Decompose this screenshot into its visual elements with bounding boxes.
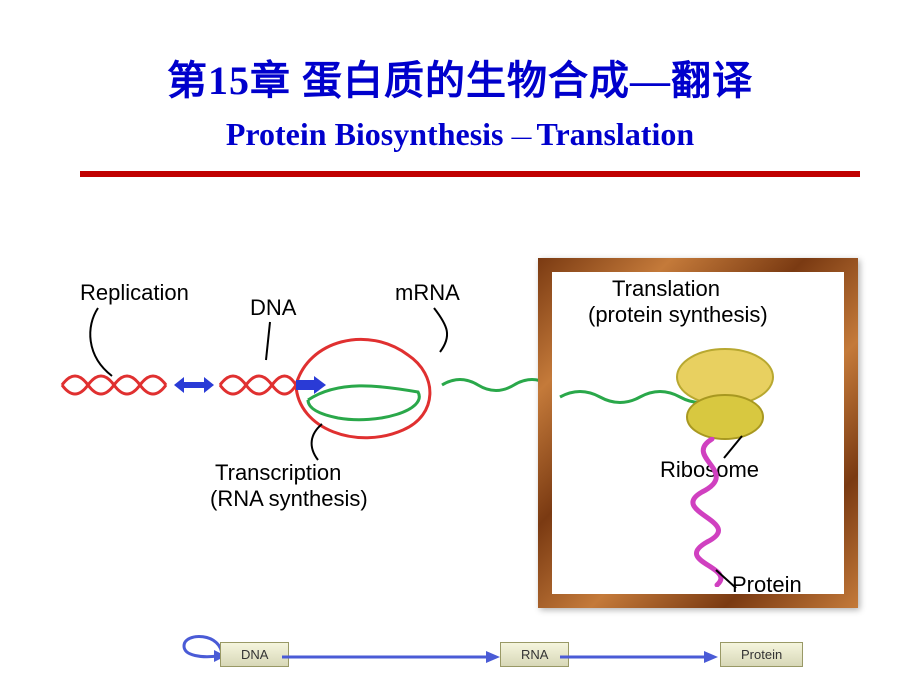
label-protein: Protein xyxy=(732,572,802,598)
dna-helix-right xyxy=(218,365,298,405)
flow-arrow-2 xyxy=(560,650,720,664)
flow-box-protein: Protein xyxy=(720,642,803,667)
label-mrna: mRNA xyxy=(395,280,460,306)
label-replication: Replication xyxy=(80,280,189,306)
horizontal-rule xyxy=(80,171,860,177)
bottom-flow: DNA RNA Protein xyxy=(80,630,840,680)
title-en-left: Protein Biosynthesis xyxy=(226,116,504,152)
title-dash: — xyxy=(512,126,537,148)
label-translation-1: Translation xyxy=(612,276,720,302)
dna-pointer xyxy=(260,320,290,370)
label-translation-2: (protein synthesis) xyxy=(588,302,768,328)
arrow-to-transcription xyxy=(296,376,326,394)
protein-chain-icon xyxy=(662,437,762,587)
protein-pointer xyxy=(712,568,742,592)
ribosome-icon xyxy=(670,347,780,442)
flow-box-dna: DNA xyxy=(220,642,289,667)
label-dna: DNA xyxy=(250,295,296,321)
flow-arrow-1 xyxy=(282,650,502,664)
title-block: 第15章 蛋白质的生物合成—翻译 Protein Biosynthesis — … xyxy=(0,0,920,153)
title-english: Protein Biosynthesis — Translation xyxy=(0,116,920,153)
transcription-pointer xyxy=(300,422,330,462)
title-chinese: 第15章 蛋白质的生物合成—翻译 xyxy=(0,48,920,106)
dna-helix-left xyxy=(60,365,170,405)
central-dogma-diagram: Replication DNA mRNA Transcription (RNA … xyxy=(0,250,920,690)
replication-arrow xyxy=(172,372,216,398)
title-en-right: Translation xyxy=(537,116,695,152)
mrna-pointer xyxy=(430,306,470,356)
label-transcription-1: Transcription xyxy=(215,460,341,486)
translation-frame: Translation (protein synthesis) Ribosome… xyxy=(538,258,858,608)
label-transcription-2: (RNA synthesis) xyxy=(210,486,368,512)
